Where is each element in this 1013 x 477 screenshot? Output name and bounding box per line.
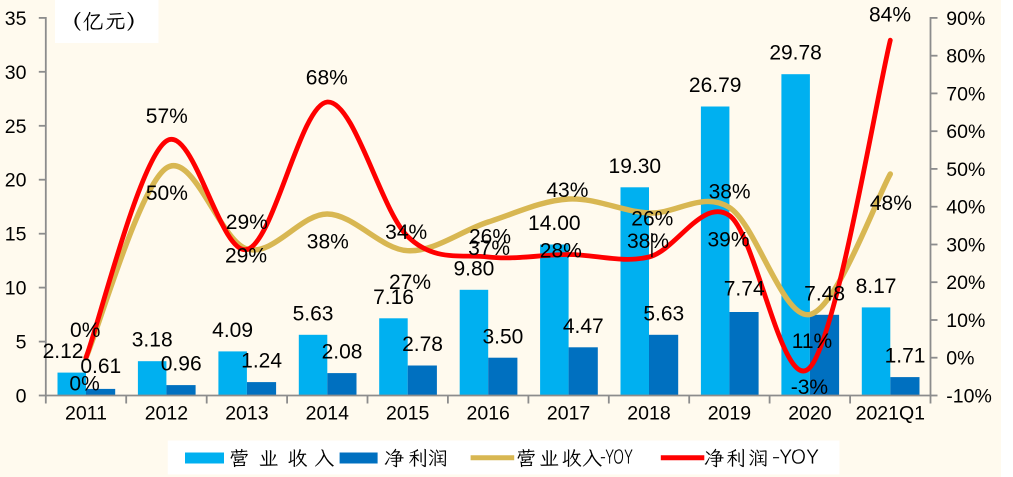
svg-text:5: 5 <box>16 332 27 354</box>
svg-text:0%: 0% <box>69 373 99 396</box>
svg-text:30: 30 <box>5 62 27 84</box>
svg-text:2015: 2015 <box>386 403 430 425</box>
svg-text:2.78: 2.78 <box>402 333 443 356</box>
svg-text:29.78: 29.78 <box>769 42 822 65</box>
svg-text:20: 20 <box>5 170 27 192</box>
svg-text:2019: 2019 <box>708 403 751 425</box>
svg-text:2012: 2012 <box>145 403 188 425</box>
svg-text:7.16: 7.16 <box>373 286 414 309</box>
svg-text:3.18: 3.18 <box>132 329 173 352</box>
svg-text:2020: 2020 <box>788 403 832 425</box>
svg-text:34%: 34% <box>385 221 427 244</box>
svg-text:15: 15 <box>5 224 27 246</box>
svg-text:29%: 29% <box>225 245 267 268</box>
svg-text:50%: 50% <box>146 182 188 205</box>
svg-text:2.12: 2.12 <box>43 340 84 363</box>
svg-text:28%: 28% <box>540 240 582 263</box>
svg-text:2021Q1: 2021Q1 <box>856 403 925 425</box>
svg-text:2.08: 2.08 <box>322 341 363 364</box>
svg-text:27%: 27% <box>389 271 431 294</box>
svg-text:35: 35 <box>5 8 27 30</box>
svg-text:2011: 2011 <box>65 403 107 425</box>
svg-text:38%: 38% <box>307 230 349 253</box>
svg-text:40%: 40% <box>946 197 985 219</box>
svg-text:8.17: 8.17 <box>856 275 897 298</box>
svg-text:0%: 0% <box>946 348 974 370</box>
svg-text:-3%: -3% <box>791 376 828 399</box>
svg-text:0%: 0% <box>70 319 100 342</box>
svg-text:37%: 37% <box>468 237 510 260</box>
svg-text:60%: 60% <box>946 121 985 143</box>
svg-text:70%: 70% <box>946 83 985 105</box>
svg-text:0.61: 0.61 <box>80 355 121 378</box>
svg-text:10: 10 <box>5 278 27 300</box>
svg-text:0: 0 <box>16 386 27 408</box>
svg-text:4.09: 4.09 <box>212 319 253 342</box>
svg-text:20%: 20% <box>946 272 985 294</box>
svg-text:26%: 26% <box>631 208 673 231</box>
svg-text:2016: 2016 <box>467 403 510 425</box>
svg-text:10%: 10% <box>946 310 985 332</box>
svg-text:3.50: 3.50 <box>482 325 523 348</box>
svg-text:2014: 2014 <box>306 403 350 425</box>
svg-text:11%: 11% <box>792 330 832 353</box>
svg-text:5.63: 5.63 <box>293 302 334 325</box>
svg-text:7.74: 7.74 <box>724 277 765 300</box>
svg-text:84%: 84% <box>869 3 911 26</box>
svg-text:25: 25 <box>5 116 27 138</box>
svg-text:1.24: 1.24 <box>241 350 282 373</box>
svg-text:9.80: 9.80 <box>453 257 494 280</box>
svg-text:2013: 2013 <box>225 403 268 425</box>
svg-text:39%: 39% <box>707 229 749 252</box>
svg-text:57%: 57% <box>146 105 188 128</box>
svg-text:2017: 2017 <box>547 403 590 425</box>
svg-text:26%: 26% <box>469 226 511 249</box>
svg-text:38%: 38% <box>709 181 751 204</box>
svg-text:68%: 68% <box>306 66 348 89</box>
svg-text:19.30: 19.30 <box>609 155 662 178</box>
svg-text:38%: 38% <box>627 230 669 253</box>
svg-text:43%: 43% <box>546 179 588 202</box>
svg-text:48%: 48% <box>870 192 912 215</box>
svg-text:7.48: 7.48 <box>804 282 845 305</box>
svg-text:0.96: 0.96 <box>161 353 202 376</box>
svg-text:30%: 30% <box>946 235 985 257</box>
svg-text:-10%: -10% <box>946 386 992 408</box>
svg-text:26.79: 26.79 <box>689 74 742 97</box>
svg-text:14.00: 14.00 <box>528 212 581 235</box>
svg-text:4.47: 4.47 <box>563 315 604 338</box>
svg-text:1.71: 1.71 <box>885 345 926 368</box>
svg-text:90%: 90% <box>946 8 985 30</box>
svg-text:50%: 50% <box>946 159 985 181</box>
svg-text:80%: 80% <box>946 46 985 68</box>
svg-text:29%: 29% <box>226 211 268 234</box>
svg-text:5.63: 5.63 <box>643 302 684 325</box>
svg-text:2018: 2018 <box>627 403 670 425</box>
